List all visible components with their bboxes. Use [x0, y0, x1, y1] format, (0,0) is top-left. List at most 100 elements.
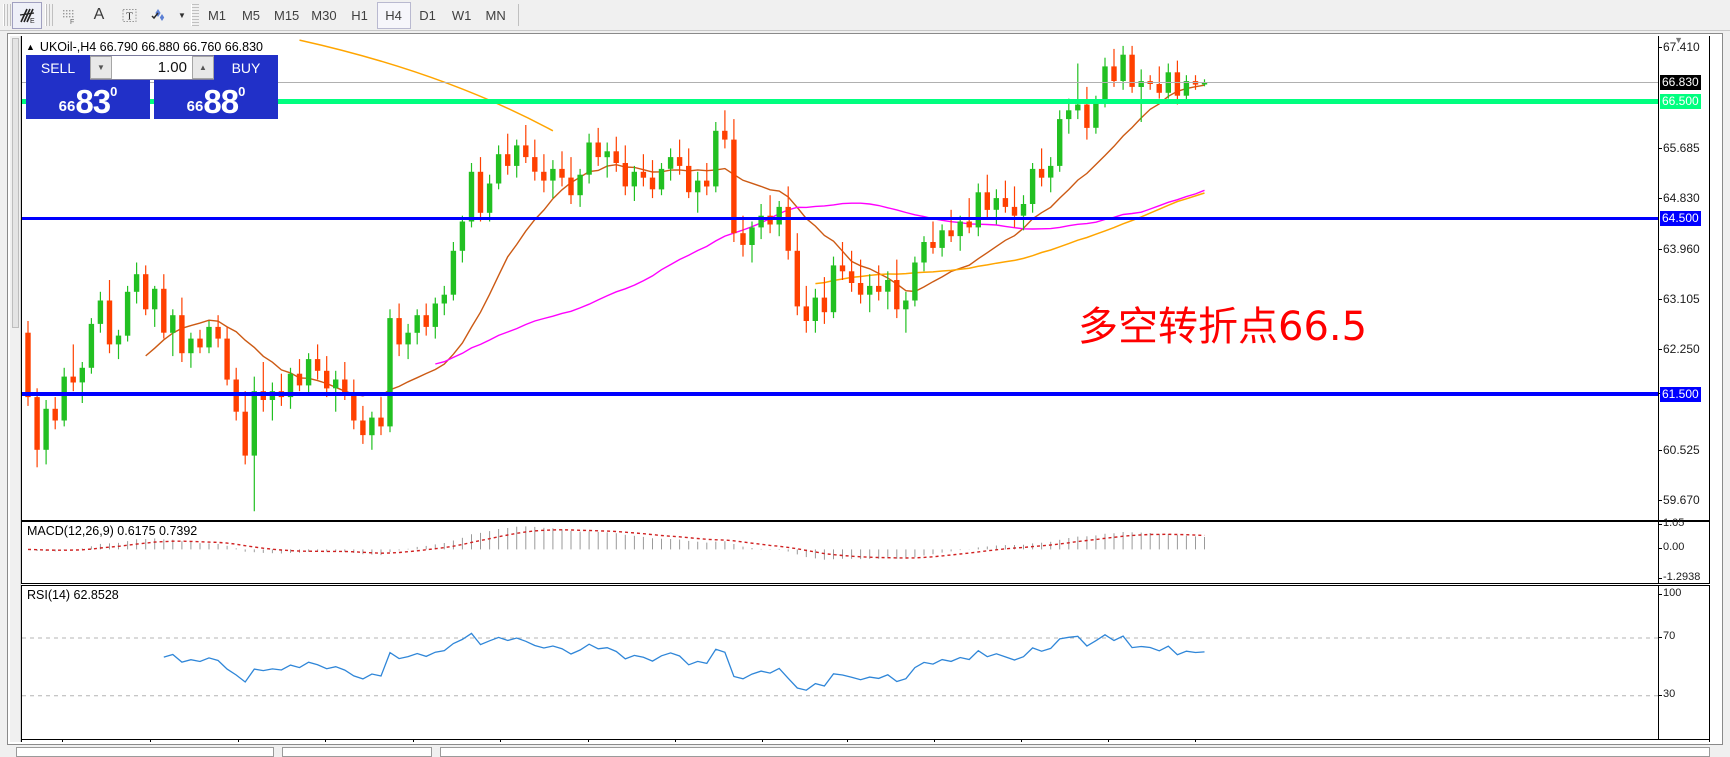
text-tool-icon[interactable]: A — [93, 6, 105, 23]
time-tick — [1021, 740, 1022, 742]
buy-price-fraction: 0 — [238, 84, 246, 99]
price-tick-label: 67.410 — [1663, 40, 1700, 55]
buy-button[interactable]: BUY — [214, 55, 278, 80]
svg-text:E: E — [30, 18, 35, 25]
time-tick — [413, 740, 414, 742]
sell-price-prefix: 66 — [58, 98, 76, 115]
timeframe-m5[interactable]: M5 — [241, 7, 261, 23]
timeframe-m30[interactable]: M30 — [311, 7, 337, 23]
timeframe-mn[interactable]: MN — [485, 7, 506, 23]
timeframe-h1[interactable]: H1 — [351, 7, 368, 23]
chart-canvas[interactable]: 67.410 65.685 64.830 63.960 63.105 62.250 61.5… — [10, 36, 1720, 742]
symbol-ohlc-label: UKOil-,H4 66.790 66.880 66.760 66.830 — [39, 40, 263, 54]
take-profit-line-0[interactable] — [22, 99, 1658, 105]
sell-button[interactable]: SELL — [26, 55, 90, 80]
trade-panel-prices: 66 83 0 66 88 0 — [26, 80, 278, 119]
time-tick — [500, 740, 501, 742]
price-tick-label: 64.830 — [1663, 191, 1700, 206]
rsi-tick-label: 70 — [1663, 629, 1676, 642]
scrollbar-thumb[interactable] — [12, 38, 19, 328]
vertical-scrollbar[interactable] — [10, 36, 21, 742]
time-tick — [762, 740, 763, 742]
templates-icon[interactable] — [144, 2, 174, 29]
rsi-pane[interactable]: RSI(14) 62.8528 100 70 30 — [21, 585, 1710, 740]
price-tick-label: 60.525 — [1663, 443, 1700, 458]
macd-title: MACD(12,26,9) 0.6175 0.7392 — [27, 524, 198, 538]
bid-price-line — [22, 81, 1658, 83]
text-label-icon[interactable]: T — [114, 2, 144, 29]
volume-increase-button[interactable]: ▲ — [192, 56, 214, 79]
price-tick-label: 65.685 — [1663, 141, 1700, 156]
sell-price-fraction: 0 — [110, 84, 118, 99]
price-tick-label: 62.250 — [1663, 342, 1700, 357]
status-segment-2 — [282, 747, 432, 757]
timeframe-h4[interactable]: H4 — [376, 1, 411, 29]
level-price-label[interactable]: 66.500 — [1660, 94, 1701, 110]
timeframe-m1[interactable]: M1 — [207, 7, 227, 23]
crosshair-grid-icon[interactable]: F — [54, 2, 84, 29]
price-tick-label: 63.105 — [1663, 292, 1700, 307]
status-segment-1 — [16, 747, 274, 757]
toolbar-grip-2[interactable] — [45, 4, 53, 26]
macd-axis: 1.05 0.00 -1.2938 — [1658, 517, 1709, 584]
buy-price-prefix: 66 — [186, 98, 204, 115]
level-price-label[interactable]: 61.500 — [1660, 386, 1701, 402]
price-tick-label: 63.960 — [1663, 242, 1700, 257]
volume-input[interactable]: 1.00 — [112, 56, 192, 79]
time-tick — [1108, 740, 1109, 742]
bottom-status-strip — [0, 746, 1730, 757]
price-plot-area[interactable] — [22, 36, 1658, 520]
main-toolbar: E F A T ▼ M1 M5 M15 M30 H1 H4 D1 W1 MN — [0, 0, 1730, 31]
time-tick — [847, 740, 848, 742]
one-click-trading-panel[interactable]: SELL ▼ 1.00 ▲ BUY 66 83 0 66 — [26, 55, 278, 119]
volume-stepper[interactable]: ▼ 1.00 ▲ — [90, 55, 214, 80]
templates-dropdown-icon[interactable]: ▼ — [178, 10, 186, 20]
time-tick — [675, 740, 676, 742]
macd-tick-label: 0.00 — [1663, 541, 1685, 554]
buy-price-display[interactable]: 66 88 0 — [154, 80, 278, 119]
toolbar-grip[interactable] — [3, 4, 11, 26]
time-tick — [150, 740, 151, 742]
time-tick — [1195, 740, 1196, 742]
time-tick — [934, 740, 935, 742]
rsi-title: RSI(14) 62.8528 — [27, 588, 119, 602]
level-price-label[interactable]: 64.500 — [1660, 211, 1701, 227]
svg-text:F: F — [70, 19, 74, 25]
rsi-tick-label: 100 — [1663, 586, 1682, 599]
time-tick — [325, 740, 326, 742]
rsi-plot-area[interactable] — [22, 586, 1658, 739]
current-price-label: 66.830 — [1660, 74, 1701, 90]
rsi-tick-label: 30 — [1663, 687, 1676, 700]
expand-caret-icon[interactable]: ▲ — [26, 42, 35, 52]
sell-price-display[interactable]: 66 83 0 — [26, 80, 150, 119]
price-pane[interactable]: 67.410 65.685 64.830 63.960 63.105 62.250 61.5… — [21, 36, 1710, 521]
timeframe-m15[interactable]: M15 — [274, 7, 300, 23]
chart-collapse-caret-icon[interactable]: ▼ — [1674, 35, 1683, 45]
support-line-2[interactable] — [22, 392, 1658, 396]
time-tick — [238, 740, 239, 742]
price-axis[interactable]: 67.410 65.685 64.830 63.960 63.105 62.250 61.5… — [1658, 36, 1709, 520]
indicators-icon[interactable]: E — [12, 1, 42, 29]
symbol-header: ▲ UKOil-,H4 66.790 66.880 66.760 66.830 — [26, 40, 263, 54]
timeframe-w1[interactable]: W1 — [451, 7, 472, 23]
toolbar-grip-3[interactable] — [191, 4, 199, 26]
trade-panel-top-row: SELL ▼ 1.00 ▲ BUY — [26, 55, 278, 80]
sell-price-main: 83 — [75, 83, 111, 120]
chart-annotation-text: 多空转折点66.5 — [1078, 304, 1368, 350]
macd-pane[interactable]: MACD(12,26,9) 0.6175 0.7392 1.05 0.00 -1.2… — [21, 517, 1710, 584]
volume-decrease-button[interactable]: ▼ — [90, 56, 112, 79]
support-line-1[interactable] — [22, 216, 1658, 221]
timeframe-d1[interactable]: D1 — [419, 7, 436, 23]
buy-price-main: 88 — [203, 83, 239, 120]
time-axis[interactable]: 6 Jun 20199 Jun 23:0011 Jun 20:0013 Jun … — [21, 740, 1710, 742]
svg-text:T: T — [126, 10, 133, 22]
toolbar-divider — [517, 4, 519, 26]
time-tick — [588, 740, 589, 742]
rsi-axis: 100 70 30 — [1658, 586, 1709, 739]
macd-plot-area[interactable] — [22, 522, 1658, 583]
time-tick — [62, 740, 63, 742]
macd-tick-label: -1.2938 — [1663, 571, 1701, 584]
macd-tick-label: 1.05 — [1663, 517, 1685, 529]
price-tick-label: 59.670 — [1663, 493, 1700, 508]
